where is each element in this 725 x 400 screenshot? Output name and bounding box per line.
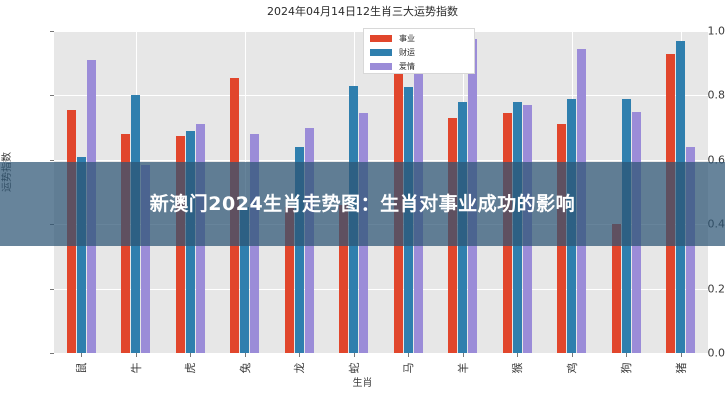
y-tick-label: 0.8: [707, 88, 725, 102]
y-tick-label: 0.2: [707, 282, 725, 296]
x-tick-mark: [299, 353, 301, 357]
gridline: [54, 288, 708, 290]
legend: 事业 财运 爱情: [363, 28, 475, 74]
legend-swatch-icon: [370, 62, 392, 70]
y-tick-mark: [50, 95, 54, 97]
legend-label: 爱情: [399, 61, 415, 71]
bar-事业-狗: [611, 224, 621, 353]
y-tick-mark: [50, 288, 54, 290]
x-tick-mark: [135, 353, 137, 357]
y-tick-label: 1.0: [707, 24, 725, 38]
x-tick-mark: [680, 353, 682, 357]
overlay-text: 新澳门2024生肖走势图：生肖对事业成功的影响: [149, 193, 576, 215]
bar-爱情-猪: [686, 146, 696, 353]
y-tick-label: 0.0: [707, 346, 725, 360]
bar-事业-龙: [284, 206, 294, 353]
x-tick-mark: [190, 353, 192, 357]
legend-label: 财运: [399, 47, 415, 57]
gridline: [54, 95, 708, 97]
x-tick-mark: [244, 353, 246, 357]
x-axis-label: 生肖: [352, 378, 373, 389]
bar-事业-蛇: [339, 204, 349, 353]
x-tick-mark: [408, 353, 410, 357]
overlay-banner: 新澳门2024生肖走势图：生肖对事业成功的影响: [0, 162, 725, 246]
bar-财运-鼠: [76, 156, 86, 353]
legend-label: 事业: [399, 33, 415, 43]
x-tick-mark: [571, 353, 573, 357]
bar-爱情-牛: [141, 164, 151, 353]
x-tick-mark: [517, 353, 519, 357]
x-tick-mark: [462, 353, 464, 357]
legend-swatch-icon: [370, 48, 392, 56]
x-tick-mark: [81, 353, 83, 357]
x-tick-mark: [353, 353, 355, 357]
y-tick-mark: [50, 31, 54, 32]
legend-swatch-icon: [370, 34, 392, 42]
bar-财运-兔: [240, 206, 250, 353]
legend-item[interactable]: 事业: [364, 31, 474, 45]
gridline: [54, 159, 708, 161]
y-tick-mark: [50, 353, 54, 354]
legend-item[interactable]: 财运: [364, 45, 474, 59]
legend-item[interactable]: 爱情: [364, 59, 474, 73]
chart-title: 2024年04月14日12生肖三大运势指数: [267, 5, 458, 18]
bar-财运-龙: [294, 146, 304, 353]
x-tick-mark: [626, 353, 628, 357]
y-tick-mark: [50, 159, 54, 161]
